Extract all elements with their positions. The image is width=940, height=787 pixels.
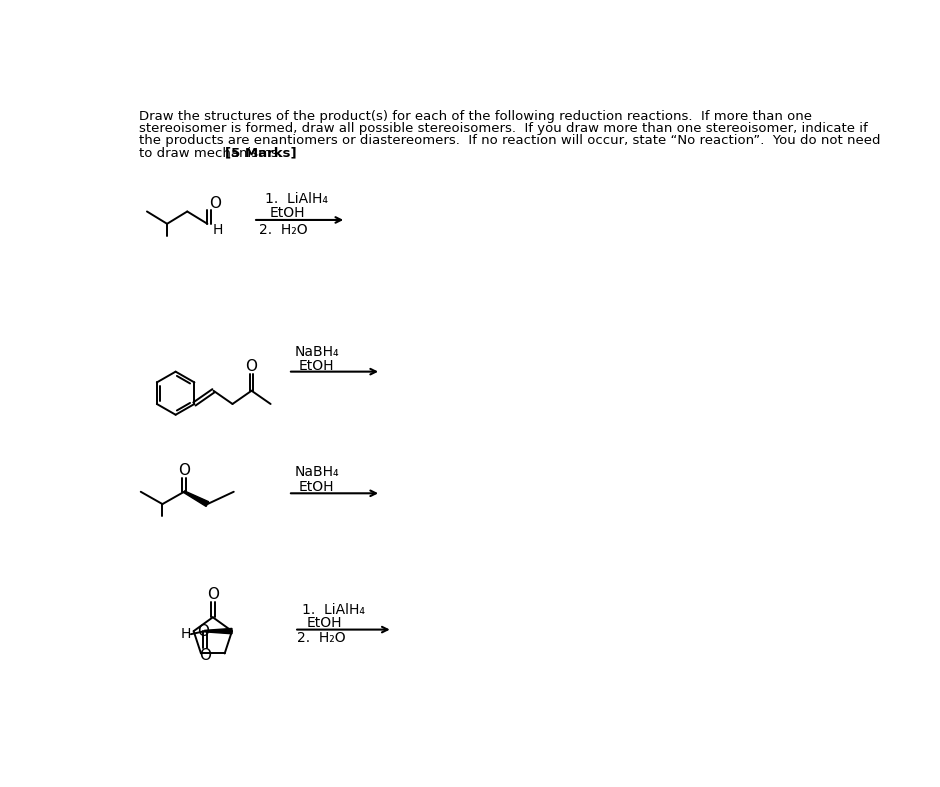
Text: Draw the structures of the product(s) for each of the following reduction reacti: Draw the structures of the product(s) fo… (139, 110, 812, 123)
Text: [5 Marks]: [5 Marks] (226, 147, 297, 160)
Polygon shape (183, 491, 209, 507)
Text: EtOH: EtOH (299, 480, 335, 494)
Text: EtOH: EtOH (270, 206, 305, 220)
Text: EtOH: EtOH (306, 615, 342, 630)
Text: O: O (199, 648, 211, 663)
Text: to draw mechanisms.: to draw mechanisms. (139, 147, 290, 160)
Text: H: H (180, 627, 191, 641)
Text: NaBH₄: NaBH₄ (294, 465, 338, 479)
Text: stereoisomer is formed, draw all possible stereoisomers.  If you draw more than : stereoisomer is formed, draw all possibl… (139, 122, 868, 135)
Text: O: O (209, 196, 221, 211)
Text: 2.  H₂O: 2. H₂O (296, 631, 345, 645)
Text: H: H (213, 223, 224, 237)
Text: O: O (179, 464, 190, 478)
Text: EtOH: EtOH (299, 359, 335, 373)
Text: O: O (207, 587, 219, 602)
Polygon shape (205, 628, 232, 634)
Text: the products are enantiomers or diastereomers.  If no reaction will occur, state: the products are enantiomers or diastere… (139, 135, 881, 147)
Text: 2.  H₂O: 2. H₂O (259, 223, 308, 237)
Text: 1.  LiAlH₄: 1. LiAlH₄ (302, 603, 365, 616)
Text: 1.  LiAlH₄: 1. LiAlH₄ (265, 192, 328, 206)
Text: NaBH₄: NaBH₄ (294, 345, 338, 359)
Text: O: O (197, 623, 210, 638)
Text: O: O (245, 360, 258, 375)
